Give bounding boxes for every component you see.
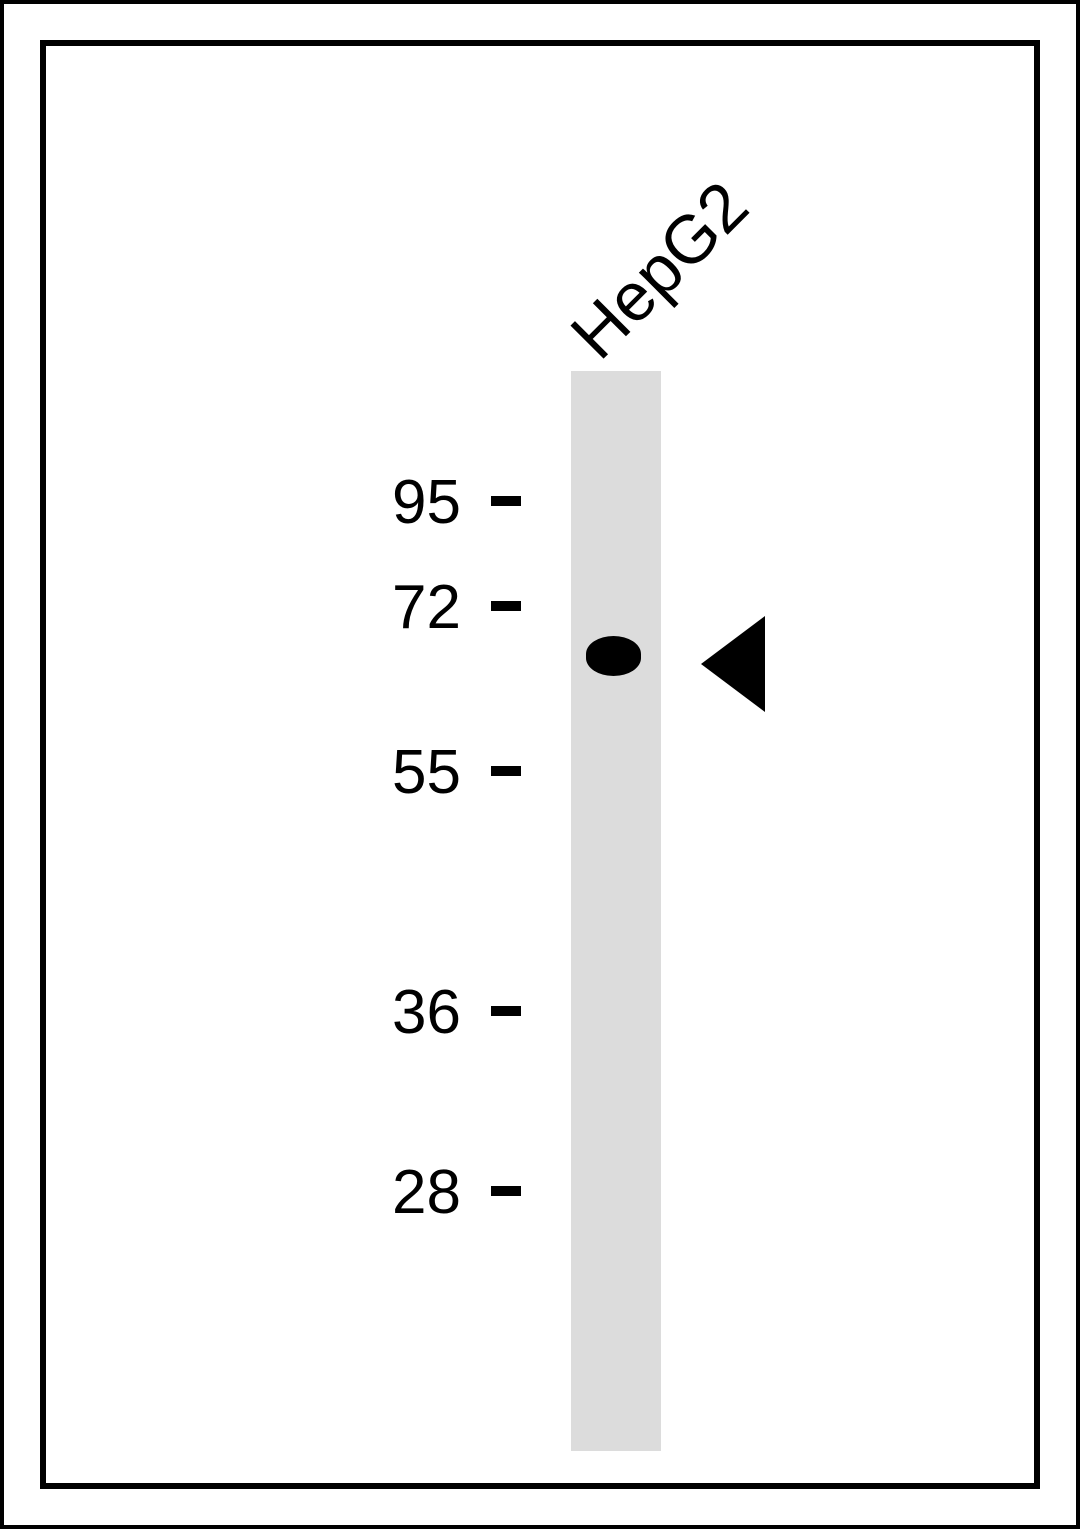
band-indicator-arrow-icon bbox=[701, 616, 765, 712]
marker-tick bbox=[491, 601, 521, 611]
marker-label: 55 bbox=[351, 737, 461, 808]
marker-label: 95 bbox=[351, 467, 461, 538]
marker-tick bbox=[491, 1006, 521, 1016]
protein-band bbox=[586, 636, 641, 676]
figure-frame: HepG2 95 72 55 36 28 bbox=[40, 40, 1040, 1489]
marker-tick bbox=[491, 766, 521, 776]
marker-label: 36 bbox=[351, 977, 461, 1048]
marker-tick bbox=[491, 496, 521, 506]
lane-header-label: HepG2 bbox=[556, 166, 764, 374]
marker-label: 28 bbox=[351, 1157, 461, 1228]
blot-lane bbox=[571, 371, 661, 1451]
marker-tick bbox=[491, 1186, 521, 1196]
marker-label: 72 bbox=[351, 572, 461, 643]
